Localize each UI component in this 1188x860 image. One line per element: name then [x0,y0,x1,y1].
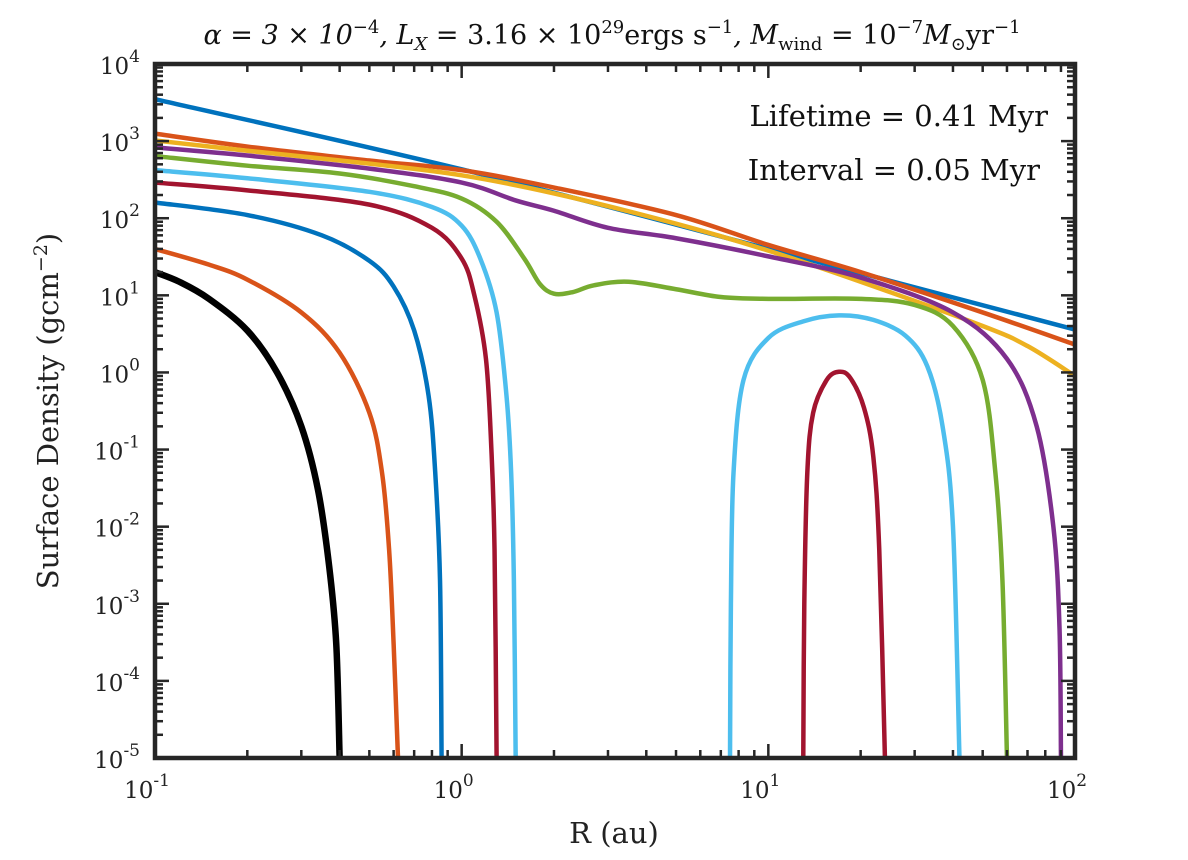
y-tick-label-exp: 0 [129,355,140,375]
chart-title: α = 3 × 10−4, LX = 3.16 × 1029ergs s−1, … [203,17,1020,55]
y-tick-label: 104 [100,47,140,80]
y-tick-label-base: 10 [100,285,129,311]
x-tick-label-exp: -1 [153,771,170,791]
title-mw-exp: −7 [897,17,924,38]
x-tick-label: 10-1 [124,771,170,804]
y-axis-label-close: ) [31,233,65,244]
title-lx-sub: X [412,34,428,55]
x-tick-label-exp: 0 [463,771,474,791]
x-tick-label-exp: 1 [770,771,781,791]
title-lx-unit: ergs s [624,20,706,51]
y-axis-label-main: Surface Density (gcm [31,272,65,589]
y-tick-label-base: 10 [94,671,123,697]
y-tick-label-base: 10 [100,362,129,388]
y-tick-label: 101 [100,278,140,311]
y-tick-label-exp: -1 [123,433,140,453]
title-mw-unit-exp: −1 [994,17,1021,38]
series-layer [153,96,1077,759]
x-tick-label: 100 [434,771,474,804]
title-mw-m: M [922,20,952,51]
x-tick-label-base: 10 [434,778,463,804]
y-tick-label: 10-1 [94,433,140,466]
title-mw-msub: ⊙ [951,34,966,55]
y-tick-label-exp: 1 [129,278,140,298]
y-tick-label-exp: -4 [123,664,140,684]
y-tick-label-base: 10 [94,594,123,620]
y-axis-label: Surface Density (gcm−2) [30,233,65,590]
title-lx-val: = 3.16 × 10 [427,20,601,51]
series-line-t6b [727,313,962,759]
y-tick-label: 10-2 [94,510,140,543]
title-mw-unit: yr [965,20,994,51]
y-tick-label-exp: -2 [123,510,140,530]
y-tick-label-exp: 3 [129,124,140,144]
x-tick-label-base: 10 [740,778,769,804]
y-tick-label-base: 10 [100,208,129,234]
y-tick-label: 10-5 [94,741,140,774]
title-lx-exp: 29 [601,17,624,38]
title-mw: , M [733,20,779,51]
axes-frame [152,61,1078,761]
y-tick-label-base: 10 [94,517,123,543]
x-tick-label: 102 [1047,771,1087,804]
title-lx: , L [379,20,414,51]
series-line-t2 [154,138,1077,378]
x-tick-label-base: 10 [124,778,153,804]
series-line-t1 [154,131,1076,347]
series-line-t5b [801,369,888,759]
annotation-interval: Interval = 0.05 Myr [748,153,1040,187]
title-alpha-exp: −4 [353,17,380,38]
y-tick-label-exp: -3 [123,587,140,607]
title-lx-unit-exp: −1 [707,17,734,38]
tick-layer: 10-1 100 101 10210-510-410-310-210-11001011… [94,47,1087,804]
y-tick-label-exp: 2 [129,201,140,221]
y-axis-label-exp: −2 [30,244,52,272]
x-tick-label: 101 [740,771,780,804]
x-axis-label: R (au) [569,816,659,850]
title-mw-val: = 10 [822,20,896,51]
x-tick-label-exp: 2 [1076,771,1087,791]
series-line-t6 [154,167,518,759]
x-tick-label-base: 10 [1047,778,1076,804]
y-tick-label-base: 10 [100,131,129,157]
series-line-t4 [154,153,1010,759]
y-tick-label: 100 [100,355,140,388]
series-line-t8 [154,246,401,759]
y-tick-label: 103 [100,124,140,157]
title-mw-sub: wind [778,34,822,55]
y-tick-label-exp: -5 [123,741,140,761]
title-alpha: α = 3 × 10 [203,20,352,51]
series-line-t5 [154,180,499,759]
series-line-t9 [153,269,343,759]
series-line-t3 [154,145,1064,759]
y-tick-label: 10-4 [94,664,140,697]
series-line-t7 [154,200,444,759]
y-tick-label-exp: 4 [129,47,140,67]
y-tick-label-base: 10 [100,54,129,80]
y-tick-label: 102 [100,201,140,234]
annotation-lifetime: Lifetime = 0.41 Myr [750,99,1049,133]
y-tick-label: 10-3 [94,587,140,620]
y-tick-label-base: 10 [94,748,123,774]
y-tick-label-base: 10 [94,440,123,466]
plot-area [155,64,1075,758]
